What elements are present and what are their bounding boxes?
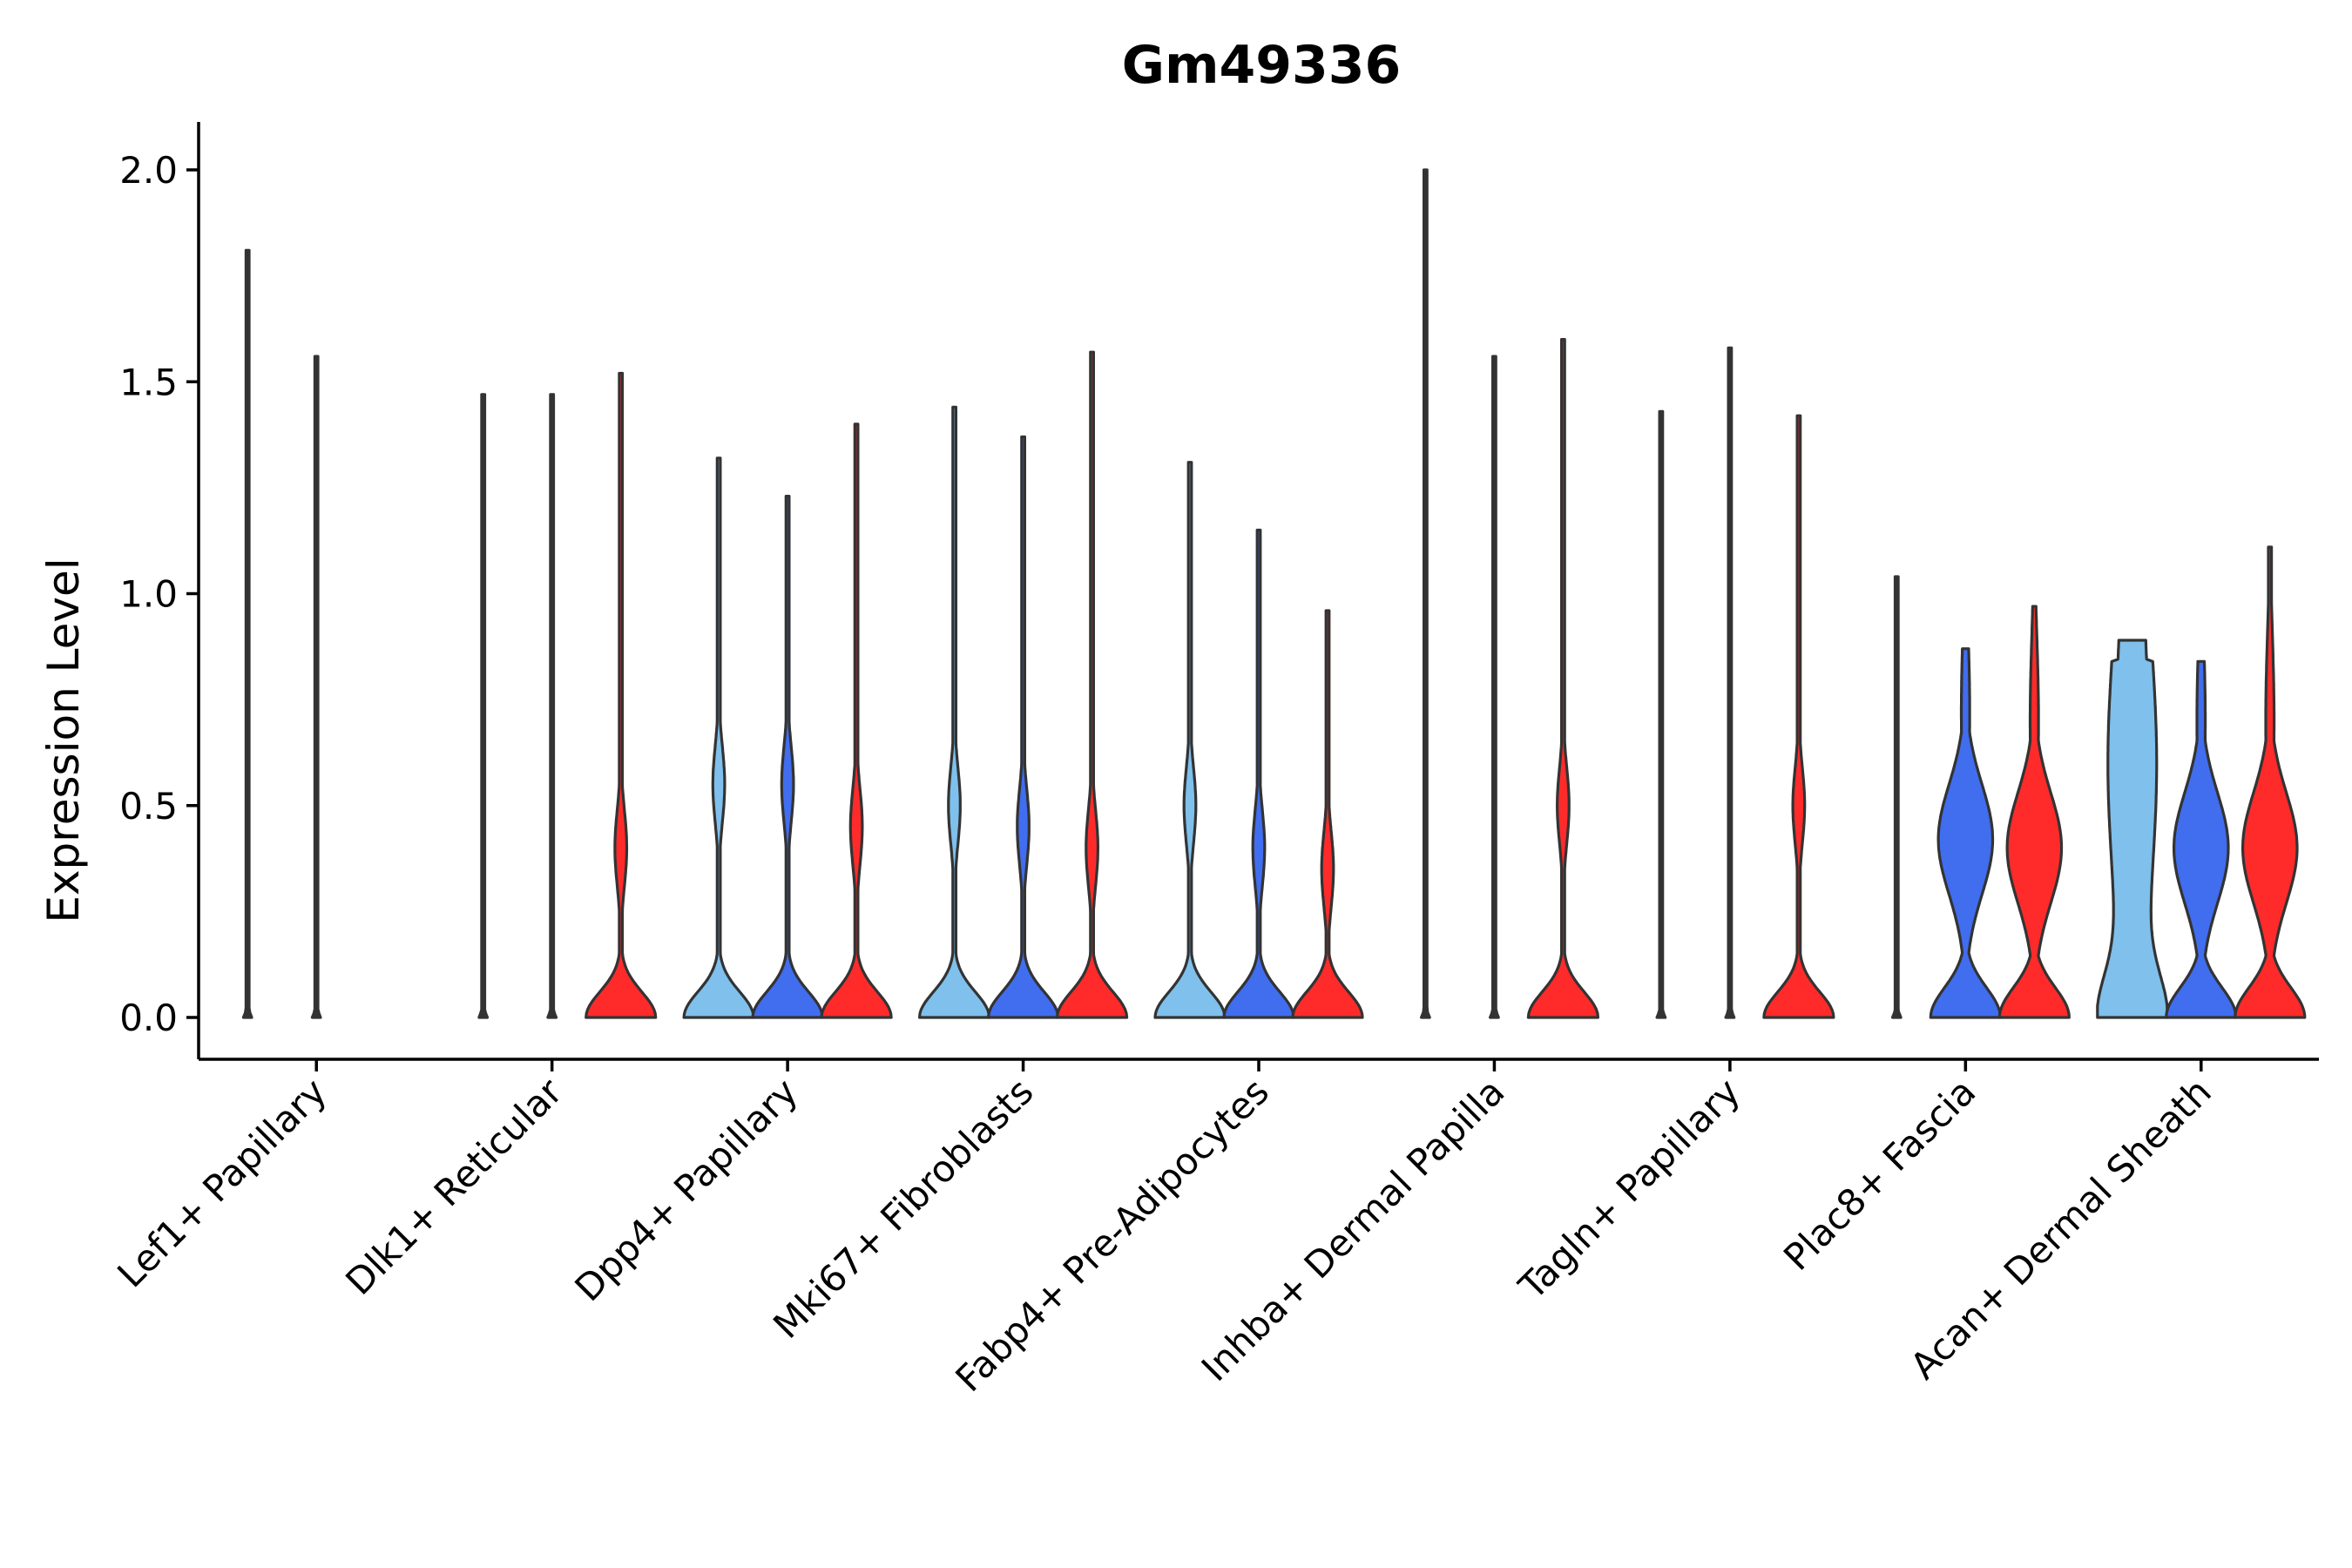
violin-2-mid bbox=[546, 393, 558, 1019]
violin-3-light bbox=[682, 456, 755, 1019]
violin-8-light bbox=[1890, 575, 1903, 1019]
violin-4-light bbox=[918, 405, 991, 1019]
x-tick-label: Lef1+ Papillary bbox=[109, 1070, 335, 1295]
violin-group-8 bbox=[1890, 575, 2071, 1019]
y-tick-label: 1.5 bbox=[119, 361, 178, 403]
violin-3-mid bbox=[751, 495, 824, 1019]
violin-2-red bbox=[585, 371, 658, 1019]
y-axis-label: Expression Level bbox=[38, 558, 89, 923]
violin-group-6 bbox=[1420, 168, 1599, 1019]
violin-6-red bbox=[1526, 338, 1599, 1019]
violin-8-red bbox=[1997, 605, 2071, 1019]
violin-9-light bbox=[2096, 639, 2169, 1019]
violin-8-mid bbox=[1929, 647, 2002, 1019]
violin-group-3 bbox=[682, 422, 893, 1019]
violin-5-mid bbox=[1222, 528, 1295, 1019]
x-tick-label: Mki67+ Fibroblasts bbox=[765, 1070, 1041, 1346]
x-tick-label: Plac8+ Fascia bbox=[1775, 1070, 1984, 1278]
violin-1-mid bbox=[310, 355, 322, 1019]
x-tick-label: Tagln+ Papillary bbox=[1511, 1070, 1748, 1308]
x-tick-label: Dlk1+ Reticular bbox=[337, 1070, 571, 1303]
violin-5-light bbox=[1153, 461, 1227, 1019]
violin-group-1 bbox=[241, 248, 322, 1019]
violin-group-7 bbox=[1655, 346, 1835, 1019]
violin-9-red bbox=[2234, 545, 2307, 1019]
axes: 0.0 0.5 1.0 1.5 2.0 Lef1+ Papillary Dlk1+ Reti… bbox=[109, 122, 2319, 1400]
violin-7-red bbox=[1762, 414, 1835, 1019]
y-tick-label: 1.0 bbox=[119, 573, 178, 616]
violin-group-9 bbox=[2096, 545, 2307, 1019]
violin-group-5 bbox=[1153, 461, 1364, 1019]
x-tick-label: Dpp4+ Papillary bbox=[566, 1070, 806, 1309]
chart-title: Gm49336 bbox=[1122, 35, 1402, 96]
y-tick-label: 0.5 bbox=[119, 785, 178, 828]
violin-6-light bbox=[1420, 168, 1431, 1019]
violin-4-mid bbox=[987, 435, 1060, 1019]
violin-1-light bbox=[241, 248, 253, 1019]
violin-7-light bbox=[1655, 409, 1667, 1019]
violin-5-red bbox=[1291, 609, 1364, 1019]
y-tick-label: 2.0 bbox=[119, 149, 178, 192]
violin-group-2 bbox=[477, 371, 658, 1019]
y-tick-label: 0.0 bbox=[119, 997, 178, 1039]
violin-2-light bbox=[477, 393, 490, 1019]
violin-group-4 bbox=[918, 350, 1129, 1019]
violin-3-red bbox=[820, 422, 893, 1019]
violin-6-mid bbox=[1489, 355, 1500, 1019]
violin-9-mid bbox=[2165, 659, 2238, 1019]
plot-area bbox=[241, 168, 2307, 1019]
violin-7-mid bbox=[1724, 346, 1736, 1019]
violin-4-red bbox=[1056, 350, 1129, 1019]
